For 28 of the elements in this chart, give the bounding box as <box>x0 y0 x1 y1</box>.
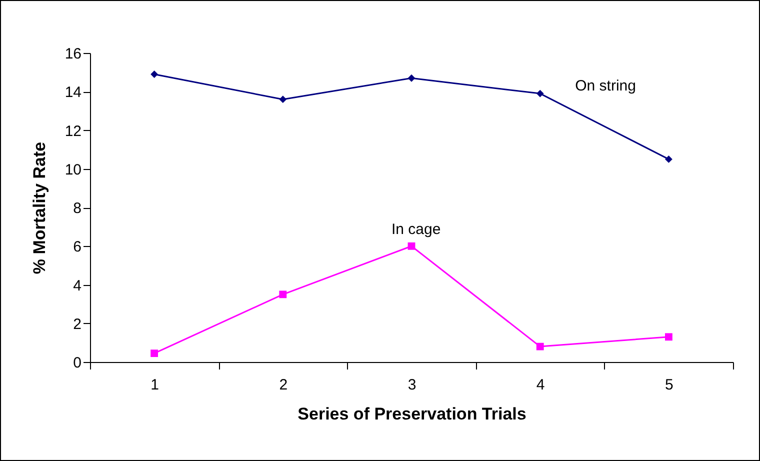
series-label: In cage <box>392 221 441 238</box>
point <box>279 290 287 298</box>
point <box>536 342 544 350</box>
y-tick-label: 14 <box>64 84 82 102</box>
x-axis-title: Series of Preservation Trials <box>298 404 526 424</box>
point <box>408 242 416 250</box>
series-label: On string <box>575 78 636 95</box>
point <box>150 350 158 358</box>
y-axis-title: % Mortality Rate <box>30 142 49 274</box>
y-tick-label: 4 <box>73 277 82 294</box>
y-tick-label: 2 <box>73 316 82 333</box>
point <box>536 90 544 98</box>
y-tick-label: 6 <box>73 238 82 256</box>
x-tick-label: 4 <box>536 376 545 394</box>
y-tick-label: 12 <box>64 122 82 140</box>
point <box>664 333 672 341</box>
x-tick-label: 5 <box>665 376 674 394</box>
point <box>408 74 416 82</box>
y-tick-label: 16 <box>64 46 82 62</box>
x-tick-label: 3 <box>408 376 416 394</box>
point <box>150 70 158 78</box>
y-tick-label: 10 <box>64 161 82 178</box>
point <box>664 156 672 163</box>
point <box>279 96 287 104</box>
y-tick-label: 8 <box>73 200 82 217</box>
y-tick-label: 0 <box>73 354 82 372</box>
x-tick-label: 2 <box>279 376 288 394</box>
x-tick-label: 1 <box>150 376 159 394</box>
